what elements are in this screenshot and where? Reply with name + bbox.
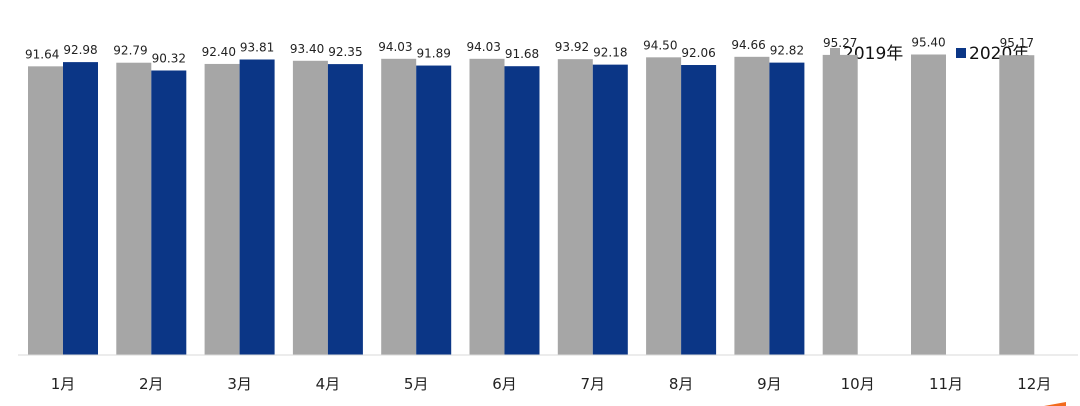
bar-2020-4: [327, 64, 363, 355]
x-tick-label: 10月: [841, 375, 875, 393]
bar-2019-8: [646, 57, 682, 355]
data-label-2019-1: 91.64: [25, 47, 59, 61]
x-tick-label: 3月: [227, 375, 252, 393]
x-tick-label: 9月: [757, 375, 782, 393]
bar-2019-6: [469, 58, 505, 355]
x-tick-label: 11月: [929, 375, 963, 393]
legend-swatch: [956, 48, 966, 58]
bar-2020-8: [681, 65, 717, 356]
data-label-2019-10: 95.27: [823, 36, 857, 50]
bar-2019-7: [557, 59, 593, 355]
data-label-2019-4: 93.40: [290, 42, 324, 56]
x-tick-labels: 1月 2月 3月 4月 5月 6月 7月 8月 9月 10月 11月 12月: [51, 375, 1052, 393]
bar-2020-3: [239, 59, 275, 355]
legend-swatch: [830, 48, 840, 58]
bar-2019-1: [28, 66, 63, 356]
data-label-2019-12: 95.17: [1000, 36, 1034, 50]
bar-2020-9: [769, 62, 805, 355]
data-label-2019-11: 95.40: [911, 35, 945, 49]
bar-2019-4: [292, 60, 328, 355]
bar-2020-1: [63, 62, 98, 355]
x-tick-label: 12月: [1017, 375, 1051, 393]
x-tick-label: 7月: [581, 375, 606, 393]
bar-2019-3: [204, 63, 240, 355]
x-tick-label: 4月: [316, 375, 341, 393]
data-label-2019-8: 94.50: [643, 38, 677, 52]
x-tick-label: 8月: [669, 375, 694, 393]
x-tick-label: 5月: [404, 375, 429, 393]
data-label-2019-2: 92.79: [113, 44, 147, 58]
data-label-2019-3: 92.40: [202, 45, 236, 59]
data-label-2020-6: 91.68: [505, 47, 539, 61]
bar-2019-12: [999, 55, 1035, 355]
data-label-2019-5: 94.03: [378, 40, 412, 54]
legend-label: 2019年: [843, 44, 903, 64]
corner-decoration: [1044, 402, 1066, 406]
bar-2020-5: [416, 65, 452, 355]
data-label-2020-4: 92.35: [328, 45, 362, 59]
bar-2019-10: [822, 54, 858, 355]
data-label-2020-1: 92.98: [63, 43, 97, 57]
bar-2020-2: [151, 70, 187, 355]
bar-2020-7: [592, 64, 628, 356]
data-label-2019-9: 94.66: [731, 38, 765, 52]
data-label-2020-3: 93.81: [240, 40, 274, 54]
bar-2019-5: [381, 58, 417, 355]
bar-2020-6: [504, 66, 540, 355]
x-tick-label: 2月: [139, 375, 164, 393]
data-label-2019-7: 93.92: [555, 40, 589, 54]
bar-2019-2: [116, 62, 152, 356]
data-label-2020-5: 91.89: [417, 47, 451, 61]
data-labels-group: 91.64 92.98 92.79 90.32 92.40 93.81 93.40 92.35…: [25, 35, 1034, 65]
bars-group: [28, 54, 1035, 356]
x-tick-label: 6月: [492, 375, 517, 393]
bar-2019-11: [911, 54, 946, 356]
data-label-2020-7: 92.18: [593, 46, 627, 60]
bar-2019-9: [734, 56, 770, 356]
x-tick-label: 1月: [51, 375, 76, 393]
data-label-2020-9: 92.82: [770, 44, 804, 58]
data-label-2020-2: 90.32: [152, 51, 186, 65]
data-label-2019-6: 94.03: [467, 40, 501, 54]
data-label-2020-8: 92.06: [681, 46, 715, 60]
